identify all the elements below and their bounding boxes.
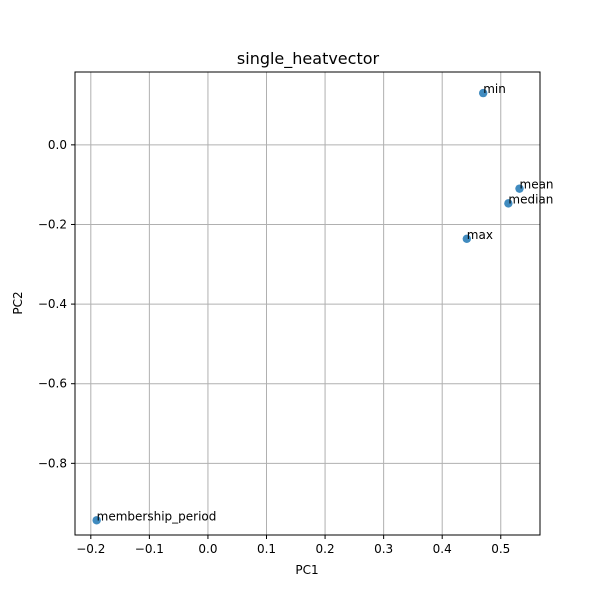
x-tick-label: 0.2	[316, 542, 335, 556]
x-tick-label: 0.1	[257, 542, 276, 556]
data-point	[462, 234, 471, 244]
x-axis-ticks: −0.2 −0.1 0.0 0.1 0.2 0.3 0.4 0.5	[76, 535, 510, 556]
data-point	[504, 199, 513, 208]
x-tick-label: −0.2	[76, 542, 105, 556]
x-tick-label: 0.4	[433, 542, 452, 556]
data-point	[478, 88, 488, 98]
plot-frame	[74, 71, 541, 536]
y-tick-label: 0.0	[48, 138, 67, 152]
y-axis-ticks: 0.0 −0.2 −0.4 −0.6 −0.8	[38, 138, 75, 470]
point-label: membership_period	[97, 509, 217, 523]
y-tick-label: −0.4	[38, 297, 67, 311]
y-tick-label: −0.6	[38, 377, 67, 391]
point-label: min	[483, 82, 506, 96]
x-tick-label: 0.3	[374, 542, 393, 556]
points-layer	[92, 88, 524, 525]
point-label: max	[467, 228, 493, 242]
data-point	[515, 184, 524, 193]
x-axis-label: PC1	[295, 563, 318, 577]
y-tick-label: −0.2	[38, 217, 67, 231]
y-axis-label: PC2	[11, 291, 25, 314]
chart-title: single_heatvector	[237, 49, 380, 69]
x-tick-label: −0.1	[135, 542, 164, 556]
data-point	[92, 516, 101, 525]
y-tick-label: −0.8	[38, 456, 67, 470]
x-tick-label: 0.0	[198, 542, 217, 556]
point-label: median	[508, 192, 553, 206]
grid	[75, 72, 540, 535]
x-tick-label: 0.5	[491, 542, 510, 556]
point-label: mean	[520, 178, 554, 192]
